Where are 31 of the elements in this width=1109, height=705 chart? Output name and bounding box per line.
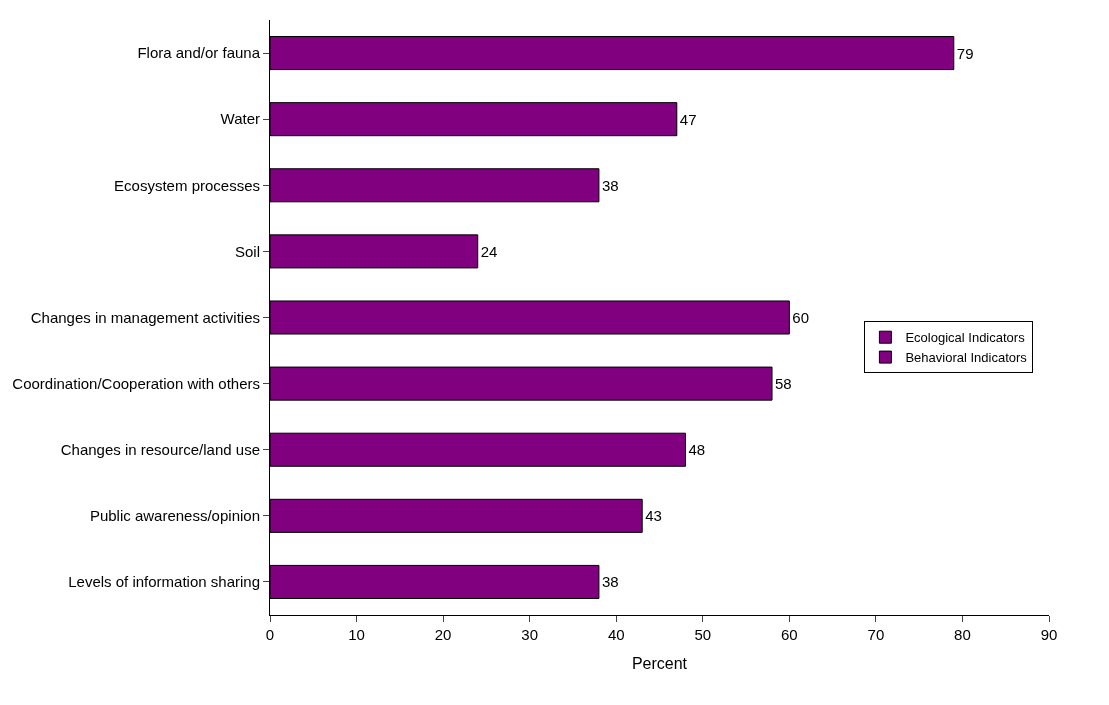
y-tick-label: Public awareness/opinion (89, 507, 260, 525)
y-tick-label: Water (220, 110, 260, 128)
data-label: 38 (601, 573, 619, 591)
x-tick-label: 30 (521, 626, 539, 643)
x-tick-label: 40 (607, 626, 625, 643)
y-tick-label: Coordination/Cooperation with others (12, 374, 260, 392)
y-tick-label: Soil (234, 242, 260, 260)
x-axis-title: Percent (631, 654, 688, 672)
data-label: 47 (679, 110, 697, 128)
data-label: 58 (775, 375, 792, 393)
legend-label: Ecological Indicators (905, 330, 1026, 346)
x-tick-label: 80 (954, 626, 971, 643)
data-label: 38 (601, 176, 619, 194)
data-label: 43 (645, 507, 662, 525)
data-label: 48 (688, 441, 706, 459)
x-tick-label: 70 (867, 626, 885, 643)
x-tick-label: 10 (348, 626, 365, 643)
y-tick-label: Levels of information sharing (68, 573, 260, 591)
data-label: 79 (956, 44, 974, 62)
x-tick-label: 50 (694, 626, 712, 643)
y-tick-label: Flora and/or fauna (137, 44, 261, 62)
data-label: 60 (792, 309, 810, 326)
y-tick-label: Changes in resource/land use (60, 440, 260, 458)
y-tick-label: Changes in management activities (30, 308, 260, 326)
x-tick-label: 60 (780, 626, 798, 643)
x-tick-label: 90 (1040, 626, 1058, 643)
x-tick-label: 20 (434, 626, 452, 643)
x-tick-label: 0 (265, 626, 275, 643)
data-label: 24 (480, 242, 498, 260)
y-tick-label: Ecosystem processes (114, 176, 260, 194)
legend-label: Behavioral Indicators (905, 350, 1028, 366)
